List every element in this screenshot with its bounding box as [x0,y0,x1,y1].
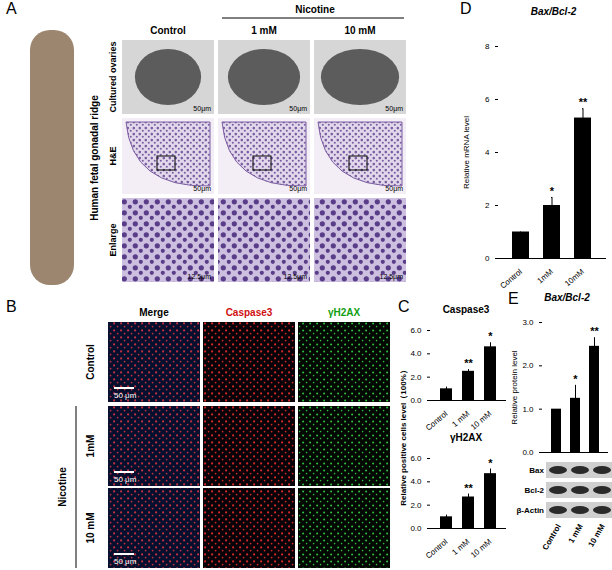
html-text:B: B [6,298,17,315]
svg-text:1mM: 1mM [536,267,556,286]
html-text:E: E [508,290,519,307]
svg-text:Control: Control [498,267,524,291]
svg-text:1 mM: 1 mM [251,25,277,36]
svg-text:2.0: 2.0 [410,373,422,382]
svg-text:Control: Control [85,344,96,380]
svg-text:50μm: 50μm [289,105,307,113]
svg-text:1.0: 1.0 [522,405,534,414]
svg-text:50 μm: 50 μm [114,557,137,566]
svg-text:*: * [488,330,493,342]
html-text:γH2AX: γH2AX [449,432,483,443]
svg-text:Control: Control [424,537,450,561]
svg-text:6.0: 6.0 [410,326,422,335]
svg-text:8: 8 [485,42,490,51]
svg-text:*: * [488,457,493,469]
svg-text:12.5μm: 12.5μm [380,273,404,281]
html-text:A: A [6,0,17,17]
svg-text:50μm: 50μm [193,105,211,113]
svg-text:0.0: 0.0 [410,524,422,533]
svg-text:Human fetal gonadal ridge: Human fetal gonadal ridge [89,95,100,221]
svg-text:50μm: 50μm [385,185,403,193]
svg-text:γH2AX: γH2AX [328,307,361,318]
svg-text:1 mM: 1 mM [450,537,471,557]
html-text:D: D [460,0,472,17]
svg-text:Nicotine: Nicotine [295,4,335,15]
svg-text:**: ** [579,96,588,108]
svg-text:**: ** [464,482,473,494]
svg-text:50μm: 50μm [385,105,403,113]
svg-text:**: ** [590,325,599,337]
svg-text:50 μm: 50 μm [114,391,137,400]
svg-text:*: * [550,185,555,197]
svg-text:β-Actin: β-Actin [516,506,544,515]
svg-text:0.0: 0.0 [410,396,422,405]
svg-text:Enlarge: Enlarge [108,223,118,256]
svg-text:6: 6 [485,95,490,104]
svg-text:Bcl-2: Bcl-2 [524,486,544,495]
html-text:Bax/Bcl-2: Bax/Bcl-2 [544,292,590,303]
svg-text:3.0: 3.0 [522,318,534,327]
svg-text:Bax: Bax [529,466,544,475]
svg-text:2: 2 [485,201,490,210]
svg-text:10mM: 10mM [563,267,586,288]
html-text:Relative positive cells level（: Relative positive cells level（100%） [398,366,408,506]
svg-text:50μm: 50μm [289,185,307,193]
svg-text:1mM: 1mM [85,435,96,458]
svg-text:50μm: 50μm [193,185,211,193]
svg-text:Control: Control [424,409,450,433]
svg-text:Control: Control [150,25,186,36]
svg-text:50 μm: 50 μm [114,475,137,484]
svg-text:6.0: 6.0 [410,454,422,463]
html-text:C: C [398,298,410,315]
svg-text:Cultured ovaries: Cultured ovaries [108,41,118,112]
svg-text:10 mM: 10 mM [469,537,494,560]
svg-text:10 mM: 10 mM [469,409,494,432]
svg-text:4.0: 4.0 [410,349,422,358]
svg-text:0.0: 0.0 [522,448,534,457]
svg-text:2.0: 2.0 [410,501,422,510]
svg-text:1 mM: 1 mM [567,522,585,545]
svg-text:10 mM: 10 mM [586,522,606,548]
svg-text:2.0: 2.0 [522,361,534,370]
svg-text:Control: Control [541,523,563,552]
svg-text:Relative protein level: Relative protein level [510,350,519,424]
svg-text:H&E: H&E [108,146,118,165]
svg-text:1 mM: 1 mM [450,409,471,429]
svg-text:4: 4 [485,148,490,157]
svg-text:Relative mRNA level: Relative mRNA level [462,116,471,189]
svg-text:10 mM: 10 mM [344,25,375,36]
svg-text:4.0: 4.0 [410,477,422,486]
svg-text:12.5μm: 12.5μm [188,273,212,281]
svg-text:12.5μm: 12.5μm [284,273,308,281]
svg-text:Nicotine: Nicotine [57,467,68,507]
svg-text:0: 0 [485,254,490,263]
svg-text:Caspase3: Caspase3 [226,307,273,318]
svg-text:**: ** [464,357,473,369]
svg-text:10 mM: 10 mM [85,512,96,543]
html-text:Bax/Bcl-2: Bax/Bcl-2 [530,6,577,17]
svg-text:Merge: Merge [139,307,169,318]
svg-text:*: * [573,373,578,385]
html-text:Caspase3: Caspase3 [442,304,490,315]
